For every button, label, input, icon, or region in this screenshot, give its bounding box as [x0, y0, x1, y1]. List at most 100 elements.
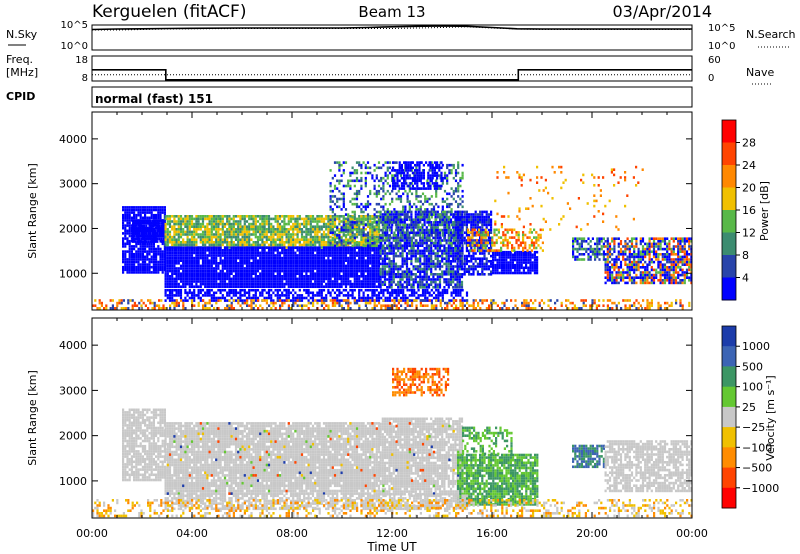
- range-cell: [344, 243, 348, 247]
- range-cell: [431, 163, 434, 167]
- range-cell: [383, 213, 387, 216]
- range-cell: [412, 234, 415, 237]
- range-cell: [377, 233, 381, 236]
- range-cell: [412, 252, 415, 255]
- range-cell: [441, 273, 444, 276]
- range-cell: [355, 282, 359, 286]
- range-cell: [149, 235, 152, 238]
- range-cell: [405, 275, 409, 279]
- range-cell: [237, 262, 240, 265]
- range-cell: [263, 241, 266, 244]
- range-cell: [175, 262, 178, 265]
- range-cell: [307, 233, 310, 236]
- range-cell: [369, 171, 372, 175]
- range-cell: [358, 277, 361, 281]
- range-cell: [274, 249, 277, 252]
- range-cell: [245, 235, 249, 239]
- range-cell: [124, 213, 127, 217]
- range-cell: [329, 285, 332, 288]
- range-cell: [239, 254, 242, 257]
- range-cell: [392, 257, 395, 260]
- range-cell: [135, 245, 138, 248]
- range-cell: [144, 216, 147, 220]
- range-cell: [210, 280, 213, 283]
- range-cell: [457, 247, 460, 250]
- range-cell: [349, 269, 352, 273]
- noise-left-label: N.Sky: [6, 28, 38, 41]
- range-cell: [333, 264, 337, 268]
- range-cell: [430, 179, 433, 183]
- range-cell: [182, 249, 185, 252]
- range-cell: [329, 280, 332, 283]
- range-cell: [417, 200, 420, 203]
- range-cell: [423, 231, 426, 234]
- range-cell: [232, 251, 235, 255]
- range-cell: [329, 251, 332, 255]
- range-cell: [267, 269, 271, 273]
- range-cell: [239, 246, 242, 249]
- range-cell: [221, 254, 224, 257]
- range-cell: [405, 161, 408, 164]
- range-cell: [402, 169, 405, 172]
- range-cell: [344, 285, 348, 288]
- range-cell: [243, 256, 246, 260]
- range-cell: [184, 241, 187, 244]
- range-cell: [252, 251, 255, 255]
- range-cell: [373, 277, 376, 281]
- range-cell: [309, 264, 312, 268]
- range-cell: [454, 275, 457, 279]
- range-cell: [384, 218, 387, 222]
- range-cell: [461, 171, 464, 175]
- range-cell: [294, 280, 297, 283]
- range-cell: [265, 230, 268, 234]
- range-cell: [289, 272, 293, 275]
- range-cell: [133, 247, 136, 251]
- range-cell: [274, 285, 277, 288]
- range-cell: [349, 238, 352, 241]
- range-cell: [358, 161, 361, 164]
- range-cell: [204, 272, 207, 275]
- range-cell: [327, 282, 330, 286]
- range-cell: [459, 249, 462, 253]
- range-cell: [416, 179, 419, 183]
- range-cell: [223, 225, 227, 228]
- range-cell: [406, 228, 409, 232]
- range-cell: [327, 217, 330, 221]
- range-cell: [283, 246, 286, 249]
- range-cell: [388, 239, 391, 242]
- range-cell: [296, 241, 299, 244]
- range-cell: [158, 227, 161, 230]
- range-cell: [355, 197, 359, 201]
- range-cell: [362, 235, 365, 239]
- range-cell: [338, 236, 341, 240]
- range-cell: [342, 264, 345, 268]
- range-cell: [375, 233, 378, 236]
- range-cell: [410, 226, 413, 229]
- range-cell: [413, 231, 416, 235]
- range-cell: [414, 218, 417, 221]
- range-cell: [281, 233, 284, 236]
- range-cell: [355, 267, 359, 270]
- range-cell: [230, 272, 233, 275]
- range-cell: [443, 249, 446, 253]
- range-cell: [412, 280, 415, 284]
- range-cell: [318, 246, 321, 249]
- range-cell: [149, 224, 152, 228]
- range-cell: [300, 222, 304, 226]
- range-cell: [261, 225, 264, 228]
- range-cell: [232, 269, 235, 273]
- range-cell: [456, 275, 459, 279]
- range-cell: [221, 272, 224, 275]
- range-cell: [405, 176, 408, 180]
- range-cell: [383, 241, 387, 245]
- range-cell: [173, 264, 176, 268]
- range-cell: [392, 236, 395, 240]
- range-cell: [230, 230, 233, 234]
- range-cell: [201, 235, 205, 239]
- range-cell: [283, 243, 286, 247]
- range-cell: [373, 275, 376, 278]
- range-cell: [296, 282, 299, 286]
- range-cell: [292, 222, 295, 226]
- range-cell: [397, 239, 400, 242]
- range-cell: [171, 241, 174, 244]
